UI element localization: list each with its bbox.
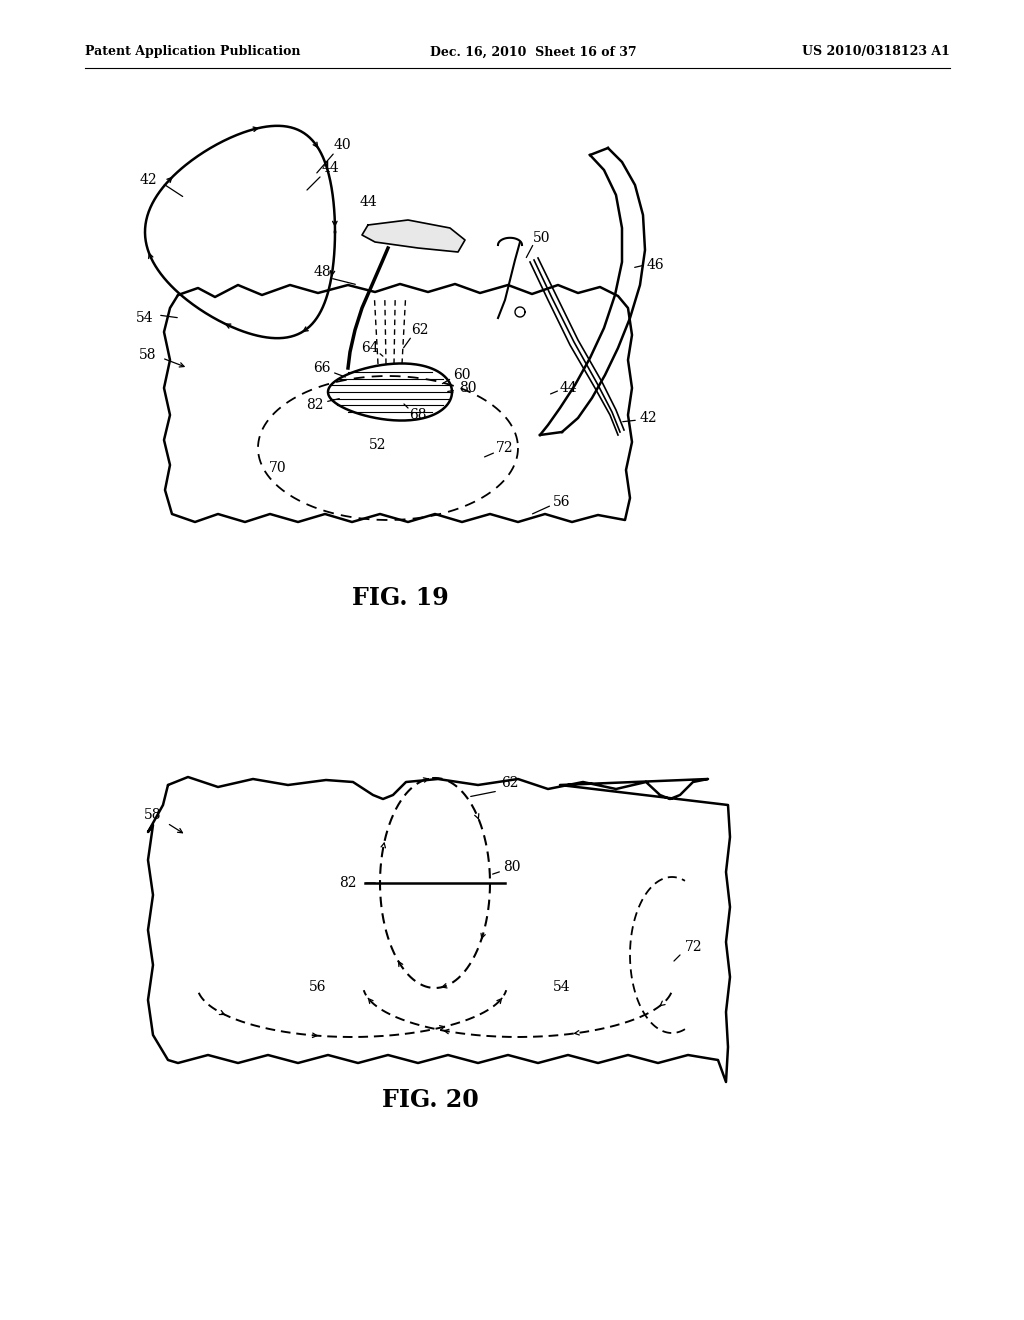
- Text: 52: 52: [370, 438, 387, 451]
- Text: 54: 54: [553, 979, 570, 994]
- Text: 58: 58: [144, 808, 162, 822]
- Text: 72: 72: [497, 441, 514, 455]
- Polygon shape: [362, 220, 465, 252]
- Text: 40: 40: [333, 139, 351, 152]
- Text: Dec. 16, 2010  Sheet 16 of 37: Dec. 16, 2010 Sheet 16 of 37: [430, 45, 637, 58]
- Text: 60: 60: [454, 368, 471, 381]
- Text: FIG. 20: FIG. 20: [382, 1088, 478, 1111]
- Text: 70: 70: [269, 461, 287, 475]
- Text: FIG. 19: FIG. 19: [351, 586, 449, 610]
- Text: 56: 56: [309, 979, 327, 994]
- Text: 82: 82: [306, 399, 324, 412]
- Text: 68: 68: [410, 408, 427, 422]
- Text: 44: 44: [322, 161, 339, 176]
- Text: 58: 58: [139, 348, 157, 362]
- Text: 48: 48: [313, 265, 331, 279]
- Text: 50: 50: [534, 231, 551, 246]
- Text: 44: 44: [359, 195, 377, 209]
- Text: Patent Application Publication: Patent Application Publication: [85, 45, 300, 58]
- Text: 54: 54: [136, 312, 154, 325]
- Text: 62: 62: [412, 323, 429, 337]
- Polygon shape: [164, 284, 632, 521]
- Text: 82: 82: [339, 876, 356, 890]
- Text: 80: 80: [503, 861, 521, 874]
- Polygon shape: [148, 777, 730, 1082]
- Text: 64: 64: [361, 341, 379, 355]
- Text: 62: 62: [502, 776, 519, 789]
- Text: 56: 56: [553, 495, 570, 510]
- Text: 80: 80: [459, 381, 477, 395]
- Text: US 2010/0318123 A1: US 2010/0318123 A1: [802, 45, 950, 58]
- Text: 46: 46: [646, 257, 664, 272]
- Text: 72: 72: [685, 940, 702, 954]
- Text: 44: 44: [559, 381, 577, 395]
- Text: 42: 42: [639, 411, 656, 425]
- Text: 66: 66: [313, 360, 331, 375]
- Text: 42: 42: [139, 173, 157, 187]
